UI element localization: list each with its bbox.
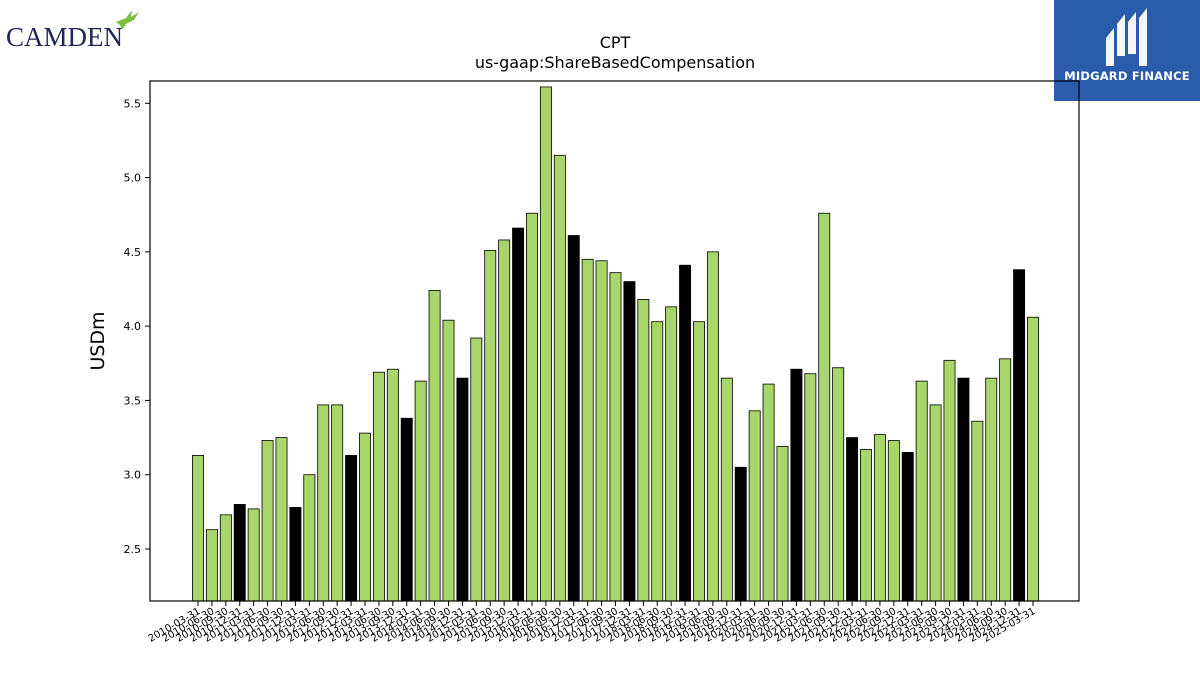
bar-2020-03-31 — [748, 410, 761, 602]
bar-2011-09-30 — [275, 437, 288, 602]
bar-2017-09-30 — [609, 272, 622, 602]
bar-2023-06-30 — [929, 404, 942, 602]
camden-logo: CAMDEN — [6, 10, 139, 52]
bar-2022-09-30 — [887, 440, 900, 602]
bar-2017-12-31 — [623, 281, 636, 602]
bar-2024-09-30 — [999, 358, 1012, 602]
bar-2023-03-31 — [915, 380, 928, 602]
y-tick-label: 2.5 — [124, 543, 142, 556]
bar-2017-03-31 — [581, 258, 594, 602]
bar-2021-12-31 — [846, 437, 859, 602]
bar-2019-12-31 — [734, 466, 747, 602]
bar-2010-03-31 — [192, 454, 204, 602]
bar-2013-12-31 — [400, 417, 413, 602]
bar-2016-06-30 — [539, 86, 552, 602]
bar-2023-09-30 — [943, 359, 956, 602]
bar-2015-03-31 — [470, 337, 483, 602]
bar-2011-12-31 — [289, 506, 302, 602]
y-tick-label: 5.5 — [124, 97, 142, 110]
bar-2017-06-30 — [595, 260, 608, 602]
bar-2018-12-31 — [679, 264, 692, 602]
midgard-finance-logo: MIDGARD FINANCE — [1054, 0, 1200, 101]
bar-2010-12-31 — [233, 504, 246, 602]
y-tick-label: 3.0 — [124, 469, 142, 482]
bar-2020-09-30 — [776, 446, 789, 602]
bar-2021-06-30 — [818, 212, 831, 602]
bar-2014-03-31 — [414, 380, 427, 602]
y-tick-label: 4.5 — [124, 246, 142, 259]
y-tick-label: 3.5 — [124, 394, 142, 407]
bar-2014-09-30 — [442, 319, 455, 602]
bar-2016-12-31 — [567, 235, 580, 602]
bar-2019-09-30 — [720, 377, 733, 602]
bar-2020-06-30 — [762, 383, 775, 602]
bar-2018-06-30 — [651, 321, 664, 602]
bar-2011-03-31 — [247, 508, 260, 602]
bar-2025-03-31 — [1027, 316, 1039, 602]
bars-group — [192, 86, 1039, 602]
camden-logo-text: CAMDEN — [6, 22, 123, 52]
bar-2015-12-31 — [512, 227, 525, 602]
bar-2024-12-31 — [1013, 269, 1026, 602]
x-ticks-group: 2010-03-312010-06-302010-09-302010-12-31… — [147, 601, 1038, 645]
bar-2012-06-30 — [317, 404, 330, 602]
bar-2024-03-31 — [971, 420, 984, 602]
bar-2019-03-31 — [693, 321, 705, 602]
midgard-logo-text: MIDGARD FINANCE — [1064, 69, 1190, 83]
bar-2022-06-30 — [873, 434, 886, 602]
bar-2023-12-31 — [957, 377, 970, 602]
bar-2015-06-30 — [484, 249, 497, 602]
bar-2024-06-30 — [985, 377, 998, 602]
bar-2022-12-31 — [901, 452, 914, 602]
bar-2016-03-31 — [526, 212, 538, 602]
bar-2021-09-30 — [832, 367, 845, 602]
bar-2022-03-31 — [860, 449, 872, 602]
bar-2019-06-30 — [706, 251, 719, 602]
bar-2010-06-30 — [205, 529, 218, 602]
bar-2012-12-31 — [345, 454, 358, 602]
hummingbird-icon — [116, 10, 139, 30]
bar-2016-09-30 — [553, 154, 566, 602]
bar-2014-06-30 — [428, 290, 441, 602]
bar-2013-03-31 — [359, 432, 371, 602]
bar-2012-03-31 — [303, 474, 316, 602]
bar-2018-09-30 — [665, 306, 678, 602]
y-tick-label: 4.0 — [124, 320, 142, 333]
bar-2012-09-30 — [331, 404, 344, 602]
chart-subtitle: us-gaap:ShareBasedCompensation — [475, 53, 755, 72]
bar-2021-03-31 — [804, 373, 817, 602]
midgard-emblem-icon — [1106, 8, 1147, 66]
bar-2018-03-31 — [637, 298, 650, 602]
y-ticks-group: 2.5 3.0 3.5 4.0 4.5 5.0 5.5 — [124, 97, 150, 556]
bar-2013-06-30 — [372, 371, 385, 602]
y-tick-label: 5.0 — [124, 172, 142, 185]
bar-2014-12-31 — [456, 377, 469, 602]
y-axis-label: USDm — [87, 311, 109, 370]
bar-2013-09-30 — [386, 368, 399, 602]
bar-2010-09-30 — [219, 514, 232, 602]
chart-title: CPT — [600, 33, 631, 52]
bar-2015-09-30 — [498, 239, 511, 602]
plot-frame — [149, 80, 1080, 602]
bar-2020-12-31 — [790, 368, 803, 602]
bar-2011-06-30 — [261, 440, 274, 602]
